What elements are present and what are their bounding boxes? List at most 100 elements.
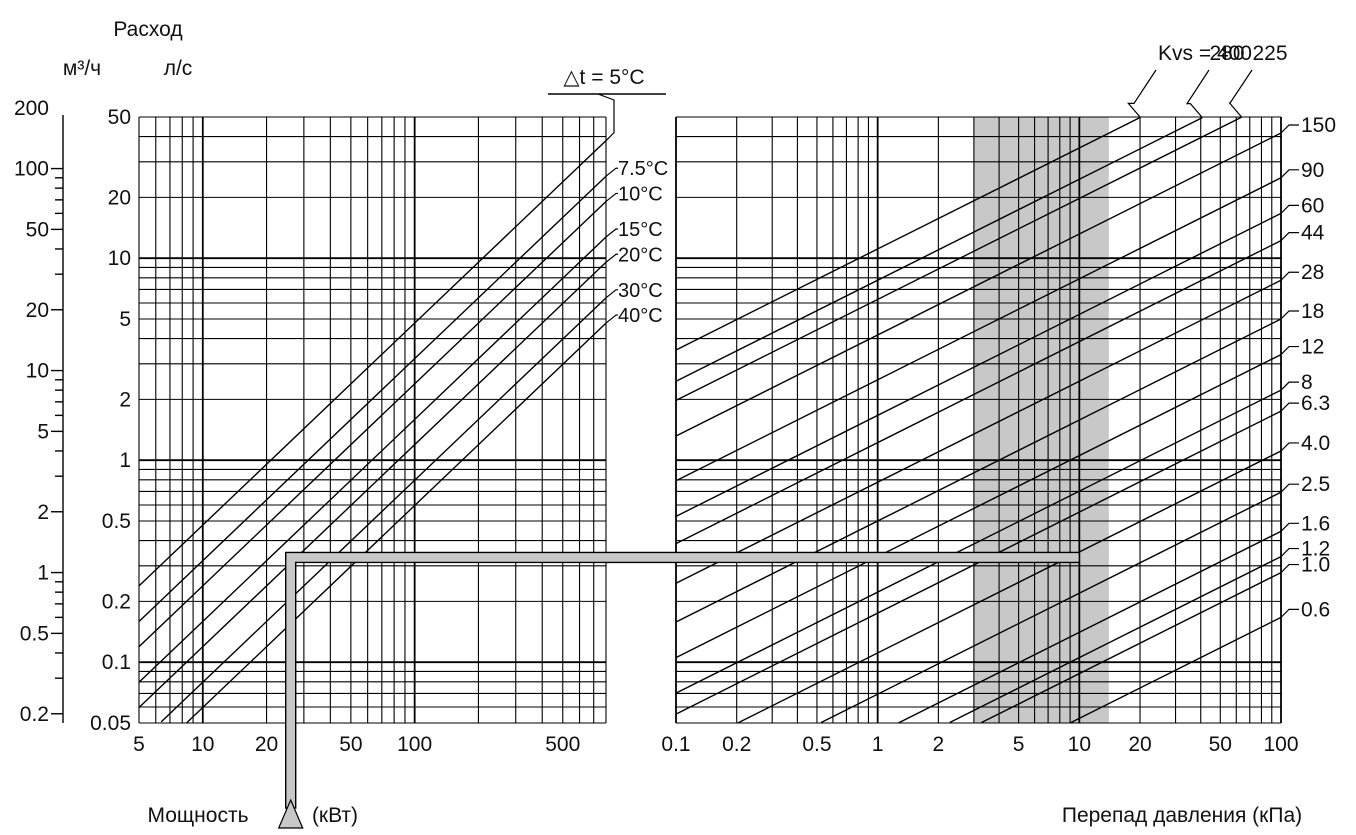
kvs-leader bbox=[1280, 381, 1299, 391]
kvs-leader bbox=[1280, 608, 1299, 618]
kvs-leader bbox=[1280, 483, 1299, 493]
power-tick-label: 500 bbox=[545, 733, 580, 756]
kvs-line bbox=[675, 177, 1282, 482]
m3h-tick-label: 1 bbox=[37, 562, 49, 585]
pressure-tick-label: 100 bbox=[1263, 733, 1298, 756]
dt-leader bbox=[605, 228, 618, 238]
pressure-tick-label: 0.2 bbox=[722, 733, 751, 756]
pressure-axis-title: Перепад давления (кПа) bbox=[1062, 804, 1302, 827]
delta-t-header: △t = 5°C bbox=[563, 66, 644, 89]
kvs-line bbox=[675, 212, 1282, 518]
kvs-leader bbox=[1280, 345, 1299, 355]
m3h-tick-label: 100 bbox=[14, 158, 49, 181]
kvs-line bbox=[675, 389, 1282, 694]
ls-tick-label: 2 bbox=[119, 388, 131, 411]
dt-leader bbox=[605, 314, 618, 324]
kvs-line bbox=[675, 318, 1282, 623]
dt-label: 15°C bbox=[618, 219, 663, 241]
kvs-line bbox=[737, 450, 1282, 724]
kvs-label: 90 bbox=[1301, 159, 1324, 182]
kvs-label: 12 bbox=[1301, 336, 1324, 359]
dt-line bbox=[160, 297, 607, 723]
kvs-line bbox=[675, 279, 1282, 584]
dt-leader bbox=[605, 289, 618, 299]
dt-leader bbox=[597, 93, 615, 142]
power-tick-label: 10 bbox=[191, 733, 214, 756]
kvs-label: 8 bbox=[1301, 371, 1313, 394]
pressure-tick-label: 20 bbox=[1128, 733, 1151, 756]
dt-label: 10°C bbox=[618, 183, 663, 205]
pressure-tick-label: 50 bbox=[1209, 733, 1232, 756]
kvs-leader bbox=[1280, 271, 1299, 281]
kvs-line bbox=[675, 132, 1282, 437]
pressure-tick-label: 0.5 bbox=[802, 733, 831, 756]
kvs-leader bbox=[1280, 231, 1299, 242]
dt-label: 40°C bbox=[618, 305, 663, 327]
power-tick-label: 100 bbox=[397, 733, 432, 756]
shaded-pressure-band bbox=[973, 117, 1109, 723]
dt-leader bbox=[605, 192, 618, 202]
power-tick-label: 5 bbox=[133, 733, 145, 756]
dt-line bbox=[138, 140, 607, 587]
dt-leader bbox=[605, 167, 618, 177]
kvs-line bbox=[820, 491, 1282, 724]
dt-label: 30°C bbox=[618, 280, 663, 302]
kvs-header: Kvs = 400 bbox=[1158, 42, 1252, 65]
pressure-tick-label: 5 bbox=[1013, 733, 1025, 756]
flow-axis-title: Расход bbox=[113, 18, 182, 41]
unit-ls-label: л/с bbox=[164, 57, 193, 80]
kvs-leader bbox=[1280, 310, 1299, 320]
kvs-leader bbox=[1280, 124, 1299, 134]
power-tick-label: 50 bbox=[339, 733, 362, 756]
dt-line bbox=[138, 175, 607, 622]
kvs-line bbox=[981, 571, 1282, 724]
m3h-tick-label: 5 bbox=[37, 420, 49, 443]
kvs-label: 18 bbox=[1301, 300, 1324, 323]
unit-m3h-label: м³/ч bbox=[63, 57, 101, 80]
power-axis-title: Мощность bbox=[147, 804, 248, 827]
example-selection-path bbox=[285, 551, 1081, 809]
m3h-tick-label: 0.2 bbox=[20, 703, 49, 726]
kvs-leader bbox=[1280, 442, 1299, 452]
kvs-header-value: 225 bbox=[1252, 42, 1287, 65]
ls-tick-label: 0.2 bbox=[102, 590, 131, 613]
kvs-header-leader bbox=[1228, 69, 1253, 118]
dt-label: 7.5°C bbox=[618, 158, 668, 180]
ls-tick-label: 0.1 bbox=[102, 651, 131, 674]
ls-tick-label: 5 bbox=[119, 308, 131, 331]
kvs-label: 1.0 bbox=[1301, 554, 1330, 577]
ls-tick-label: 1 bbox=[119, 449, 131, 472]
kvs-label: 28 bbox=[1301, 261, 1324, 284]
kvs-line bbox=[675, 239, 1282, 545]
m3h-tick-label: 50 bbox=[26, 218, 49, 241]
ls-tick-label: 0.5 bbox=[102, 510, 131, 533]
m3h-tick-label: 0.5 bbox=[20, 622, 49, 645]
ls-tick-label: 50 bbox=[108, 106, 131, 129]
ls-tick-label: 20 bbox=[108, 186, 131, 209]
dt-line bbox=[186, 322, 607, 724]
kvs-line bbox=[675, 117, 1203, 382]
pressure-tick-label: 10 bbox=[1068, 733, 1091, 756]
kvs-leader bbox=[1280, 547, 1299, 557]
dt-line bbox=[138, 200, 607, 648]
kvs-header-value: 280 bbox=[1209, 42, 1244, 65]
kvs-leader bbox=[1280, 169, 1299, 179]
m3h-tick-label: 2 bbox=[37, 501, 49, 524]
kvs-line bbox=[949, 555, 1282, 724]
ls-tick-label: 10 bbox=[108, 247, 131, 270]
ls-tick-label: 0.05 bbox=[90, 712, 131, 735]
kvs-label: 6.3 bbox=[1301, 392, 1330, 415]
kvs-label: 44 bbox=[1301, 222, 1325, 245]
kvs-leader bbox=[1280, 204, 1299, 214]
kvs-label: 1.6 bbox=[1301, 512, 1330, 535]
kvs-leader bbox=[1280, 522, 1299, 532]
kvs-header-leader bbox=[1127, 69, 1157, 118]
dt-line bbox=[138, 261, 607, 709]
dt-leader bbox=[605, 253, 618, 263]
m3h-tick-label: 200 bbox=[14, 97, 49, 120]
dt-label: 20°C bbox=[618, 244, 663, 266]
m3h-tick-label: 10 bbox=[26, 360, 49, 383]
kvs-label: 0.6 bbox=[1301, 598, 1330, 621]
pressure-tick-label: 0.1 bbox=[661, 733, 690, 756]
